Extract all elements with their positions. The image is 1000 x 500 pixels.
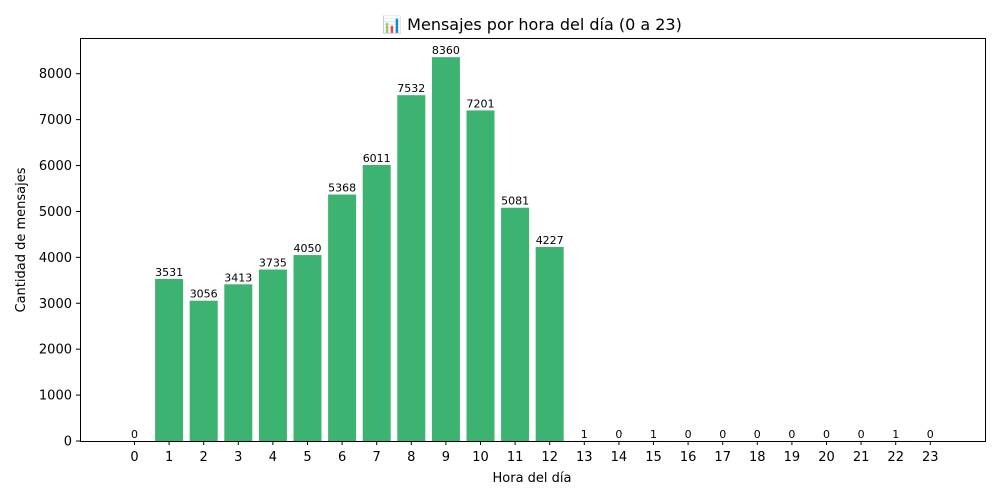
data-label-hour-13: 1 [581,428,588,441]
y-tick-label-0: 0 [64,435,72,450]
y-axis-label: Cantidad de mensajes [14,167,29,312]
x-tick-label-14: 14 [611,450,628,465]
y-tick-label-3000: 3000 [39,297,72,312]
data-label-hour-4: 3735 [259,257,287,270]
y-tick-label-2000: 2000 [39,343,72,358]
x-tick-label-7: 7 [373,450,381,465]
x-tick-label-22: 22 [887,450,904,465]
x-axis-label: Hora del día [493,471,572,486]
data-label-hour-1: 3531 [155,266,183,279]
x-tick-label-11: 11 [507,450,524,465]
bar-hour-5 [293,255,322,441]
y-tick-label-7000: 7000 [39,113,72,128]
bar-hour-9 [431,57,460,441]
x-tick-label-0: 0 [130,450,138,465]
x-tick-label-15: 15 [645,450,662,465]
bar-hour-11 [501,207,530,441]
data-label-hour-6: 5368 [328,182,356,195]
x-tick-label-13: 13 [576,450,593,465]
chart-title: 📊 Mensajes por hora del día (0 a 23) [382,15,682,34]
bar-hour-10 [466,110,495,442]
data-label-hour-22: 1 [892,428,899,441]
data-label-hour-12: 4227 [536,234,564,247]
data-label-hour-2: 3056 [190,288,218,301]
plot-frame [80,38,986,442]
y-tick-label-4000: 4000 [39,251,72,266]
x-tick-label-19: 19 [784,450,801,465]
bar-hour-2 [189,300,218,441]
data-label-hour-15: 1 [650,428,657,441]
data-label-hour-9: 8360 [432,44,460,57]
y-tick-label-1000: 1000 [39,389,72,404]
x-tick-label-20: 20 [818,450,835,465]
data-label-hour-18: 0 [754,428,761,441]
x-tick-label-4: 4 [269,450,277,465]
bar-hour-7 [362,165,391,441]
bar-hour-1 [155,278,184,441]
x-tick-label-23: 23 [922,450,939,465]
y-axis: 0 1000 2000 3000 4000 5000 6000 7000 8000 [39,67,80,450]
x-tick-label-8: 8 [407,450,415,465]
data-label-hour-19: 0 [788,428,795,441]
y-tick-label-5000: 5000 [39,205,72,220]
x-tick-label-10: 10 [472,450,489,465]
x-tick-label-2: 2 [200,450,208,465]
x-tick-label-16: 16 [680,450,697,465]
bars-group [155,57,910,442]
bar-hour-6 [328,194,357,441]
data-label-hour-16: 0 [685,428,692,441]
x-tick-label-18: 18 [749,450,766,465]
data-label-hour-0: 0 [131,428,138,441]
bar-hour-4 [258,269,287,441]
data-label-hour-21: 0 [858,428,865,441]
data-label-hour-7: 6011 [363,152,391,165]
x-tick-label-6: 6 [338,450,346,465]
y-tick-label-6000: 6000 [39,159,72,174]
x-tick-label-12: 12 [541,450,558,465]
x-tick-label-5: 5 [303,450,311,465]
data-label-hour-3: 3413 [224,271,252,284]
y-tick-label-8000: 8000 [39,67,72,82]
x-tick-label-17: 17 [714,450,731,465]
x-tick-label-1: 1 [165,450,173,465]
bar-hour-3 [224,284,253,441]
x-tick-label-3: 3 [234,450,242,465]
data-label-hour-14: 0 [615,428,622,441]
data-label-hour-10: 7201 [467,97,495,110]
x-axis: 0 1 2 3 4 5 6 7 8 9 10 11 12 13 14 15 16 17 18 19 20 21 22 23 [130,441,939,465]
data-label-hour-5: 4050 [294,242,322,255]
data-label-hour-11: 5081 [501,195,529,208]
x-tick-label-21: 21 [853,450,870,465]
data-label-hour-20: 0 [823,428,830,441]
bar-hour-12 [535,246,564,441]
data-label-hour-23: 0 [927,428,934,441]
bar-hour-8 [397,95,426,441]
x-tick-label-9: 9 [442,450,450,465]
data-label-hour-17: 0 [719,428,726,441]
data-label-hour-8: 7532 [397,82,425,95]
data-labels-group: 0 3531 3056 3413 3735 4050 5368 6011 7532 8360 720… [131,44,934,441]
